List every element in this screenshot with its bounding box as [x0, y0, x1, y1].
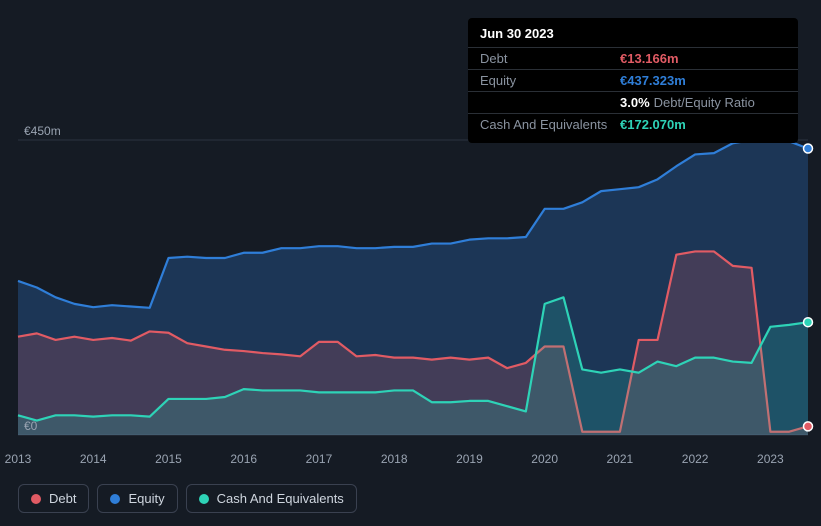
tooltip-row-label: Equity	[480, 73, 620, 88]
legend-dot-icon	[31, 494, 41, 504]
legend-dot-icon	[199, 494, 209, 504]
x-tick-label: 2023	[757, 452, 784, 466]
series-end-dot-cash	[804, 318, 813, 327]
x-tick-label: 2020	[531, 452, 558, 466]
tooltip-row-value: €437.323m	[620, 73, 686, 88]
tooltip-row-value: €13.166m	[620, 51, 679, 66]
x-tick-label: 2016	[230, 452, 257, 466]
legend-dot-icon	[110, 494, 120, 504]
tooltip-row-label: Cash And Equivalents	[480, 117, 620, 132]
series-end-dot-equity	[804, 144, 813, 153]
tooltip-title: Jun 30 2023	[468, 26, 798, 47]
x-tick-label: 2013	[5, 452, 32, 466]
tooltip-row-value: €172.070m	[620, 117, 686, 132]
legend-item-label: Debt	[49, 491, 76, 506]
x-tick-label: 2021	[607, 452, 634, 466]
tooltip-row: Equity€437.323m	[468, 69, 798, 91]
x-tick-label: 2017	[306, 452, 333, 466]
chart-container: { "chart": { "type": "area-line", "backg…	[0, 0, 821, 526]
x-tick-label: 2014	[80, 452, 107, 466]
x-tick-label: 2019	[456, 452, 483, 466]
y-tick-label: €0	[24, 419, 37, 433]
y-tick-label: €450m	[24, 124, 61, 138]
series-end-dot-debt	[804, 422, 813, 431]
tooltip-row-label: Debt	[480, 51, 620, 66]
tooltip-row-label	[480, 95, 620, 110]
tooltip-row: Debt€13.166m	[468, 47, 798, 69]
legend-item-cash[interactable]: Cash And Equivalents	[186, 484, 357, 513]
legend-item-label: Equity	[128, 491, 164, 506]
tooltip-row-value: 3.0%Debt/Equity Ratio	[620, 95, 755, 110]
x-tick-label: 2015	[155, 452, 182, 466]
chart-legend: Debt Equity Cash And Equivalents	[18, 484, 357, 513]
legend-item-equity[interactable]: Equity	[97, 484, 177, 513]
tooltip-row: 3.0%Debt/Equity Ratio	[468, 91, 798, 113]
chart-tooltip: Jun 30 2023 Debt€13.166mEquity€437.323m3…	[468, 18, 798, 143]
tooltip-row: Cash And Equivalents€172.070m	[468, 113, 798, 135]
legend-item-debt[interactable]: Debt	[18, 484, 89, 513]
tooltip-rows: Debt€13.166mEquity€437.323m3.0%Debt/Equi…	[468, 47, 798, 135]
x-tick-label: 2018	[381, 452, 408, 466]
x-tick-label: 2022	[682, 452, 709, 466]
legend-item-label: Cash And Equivalents	[217, 491, 344, 506]
